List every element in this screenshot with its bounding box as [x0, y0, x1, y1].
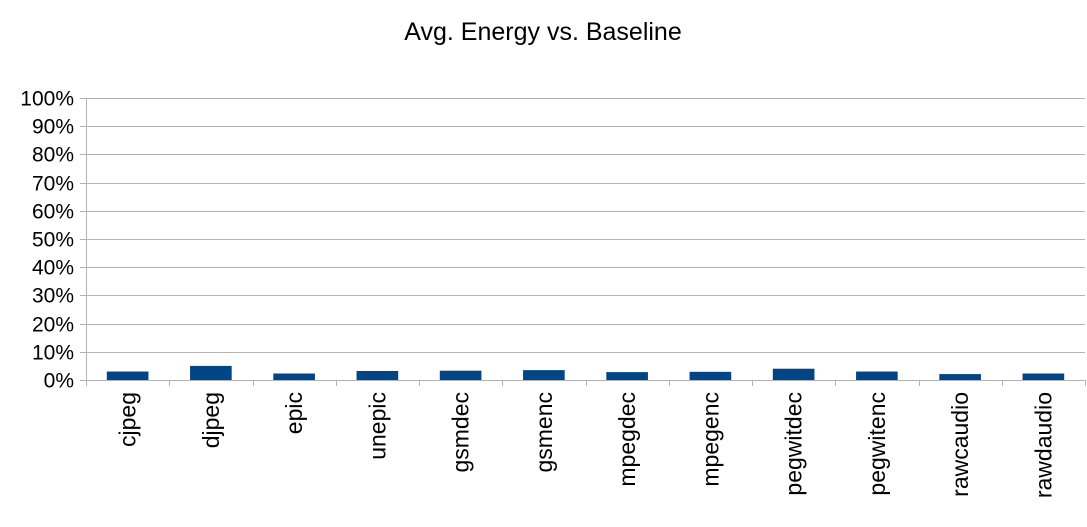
- y-tick-label: 0%: [44, 370, 74, 393]
- y-tick-label: 100%: [20, 88, 74, 111]
- y-tick-label: 70%: [32, 173, 74, 196]
- gridlines: [80, 98, 1085, 381]
- x-tick-label: cjpeg: [115, 392, 141, 447]
- bar-gsmenc: [523, 370, 565, 380]
- x-axis: cjpeg djpeg epic unepic gsmdec gsmenc mpegdec m…: [86, 380, 1086, 498]
- y-tick-label: 30%: [32, 285, 74, 308]
- x-tick-label: pegwitenc: [864, 392, 890, 496]
- bar-mpegdec: [606, 372, 648, 380]
- x-tick-label: djpeg: [198, 392, 224, 448]
- bar-unepic: [356, 370, 399, 380]
- bar-gsmdec: [439, 370, 482, 380]
- x-tick-label: unepic: [364, 392, 390, 460]
- y-tick-label: 50%: [32, 229, 74, 252]
- x-tick-label: mpegenc: [697, 392, 723, 487]
- x-tick-label: mpegdec: [614, 392, 640, 487]
- bar-djpeg: [190, 365, 232, 380]
- y-tick-label: 80%: [32, 144, 74, 167]
- x-tick-label: gsmdec: [448, 392, 474, 473]
- bar-rawdaudio: [1022, 373, 1065, 380]
- bar-rawcaudio: [939, 374, 981, 380]
- y-tick-label: 20%: [32, 314, 74, 337]
- bar-pegwitenc: [856, 371, 898, 380]
- bars: [106, 365, 1065, 380]
- bar-epic: [273, 373, 315, 380]
- x-tick-label: epic: [281, 392, 307, 434]
- x-tick-label: rawcaudio: [947, 392, 973, 497]
- chart-title: Avg. Energy vs. Baseline: [404, 18, 681, 46]
- x-tick-label: pegwitdec: [781, 392, 807, 496]
- bar-cjpeg: [106, 371, 149, 380]
- y-tick-label: 10%: [32, 342, 74, 365]
- y-tick-label: 60%: [32, 201, 74, 224]
- x-tick-label: rawdaudio: [1030, 392, 1056, 498]
- y-tick-label: 40%: [32, 257, 74, 280]
- x-tick-label: gsmenc: [531, 392, 557, 473]
- y-axis: 0% 10% 20% 30% 40% 50% 60% 70% 80% 90% 100%: [20, 88, 87, 393]
- y-tick-label: 90%: [32, 116, 74, 139]
- bar-mpegenc: [689, 371, 732, 380]
- bar-pegwitdec: [772, 368, 815, 380]
